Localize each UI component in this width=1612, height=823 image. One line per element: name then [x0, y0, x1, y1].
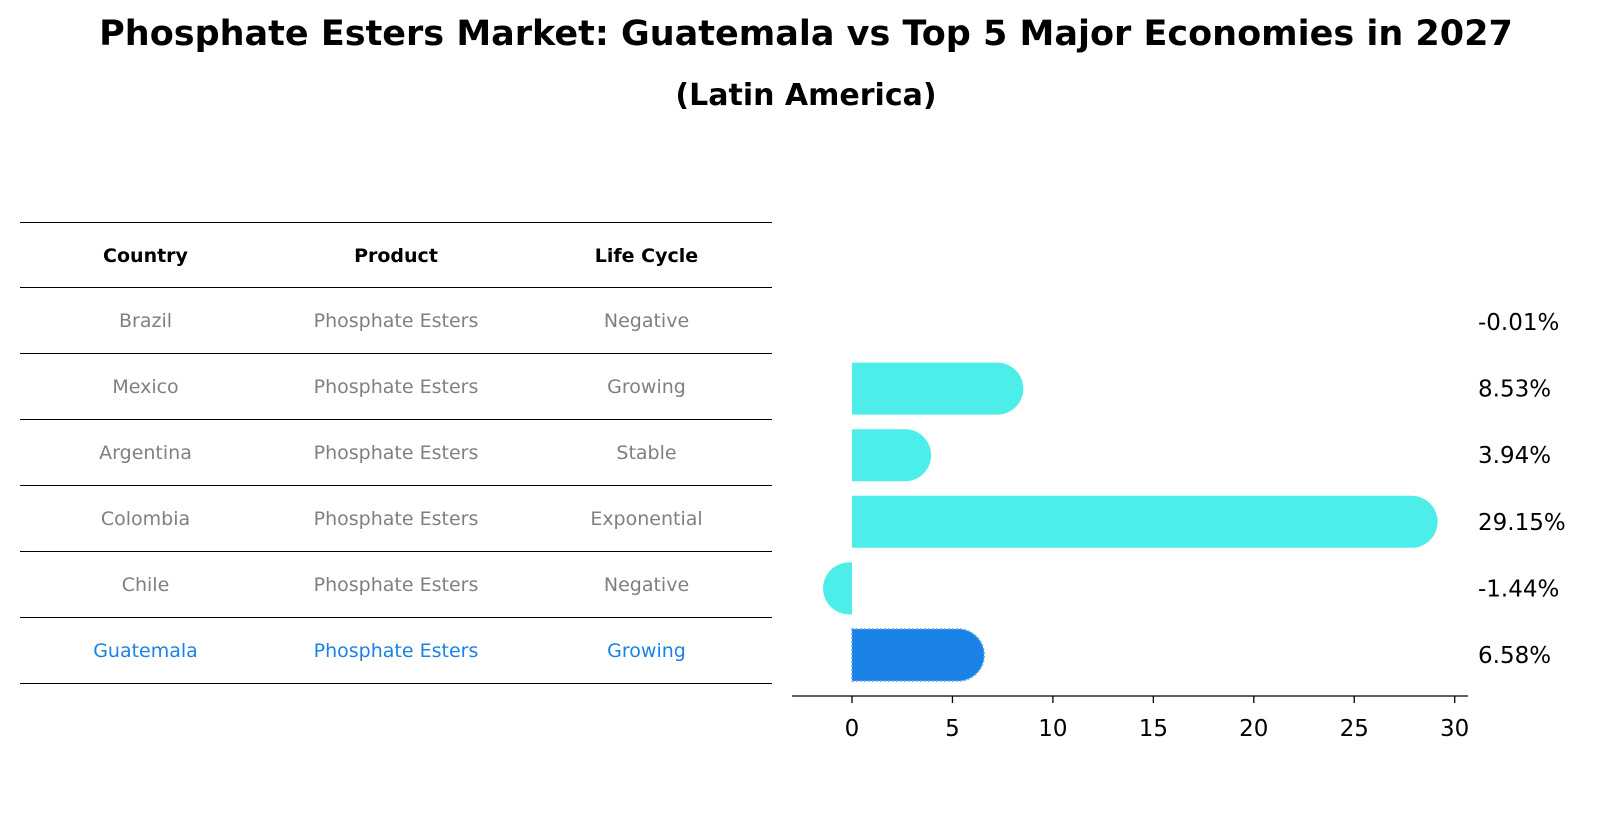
table-row: Colombia Phosphate Esters Exponential	[20, 486, 772, 552]
x-tick-label: 10	[1038, 716, 1067, 742]
cell-life-cycle: Growing	[607, 376, 686, 398]
table-row: Chile Phosphate Esters Negative	[20, 552, 772, 618]
header-country: Country	[103, 245, 188, 267]
country-table: Country Product Life Cycle Brazil Phosph…	[20, 222, 772, 684]
cell-product: Phosphate Esters	[313, 442, 479, 464]
x-tick-label: 15	[1139, 716, 1168, 742]
cell-country: Brazil	[118, 310, 173, 332]
cell-product: Phosphate Esters	[313, 310, 479, 332]
cell-product: Phosphate Esters	[313, 640, 479, 662]
cell-country: Chile	[121, 574, 170, 596]
cell-life-cycle: Stable	[616, 442, 677, 464]
cell-life-cycle: Negative	[603, 310, 690, 332]
x-tick-label: 0	[845, 716, 860, 742]
table-header-row: Country Product Life Cycle	[20, 222, 772, 288]
cell-product: Phosphate Esters	[313, 508, 479, 530]
x-tick-label: 25	[1340, 716, 1369, 742]
cell-life-cycle: Negative	[603, 574, 690, 596]
header-product: Product	[354, 245, 438, 267]
table-row: Argentina Phosphate Esters Stable	[20, 420, 772, 486]
x-tick-label: 5	[945, 716, 960, 742]
cell-country: Guatemala	[93, 640, 198, 662]
value-label: 8.53%	[1478, 377, 1551, 403]
value-label: 3.94%	[1478, 443, 1551, 469]
cell-product: Phosphate Esters	[313, 574, 479, 596]
chart-title: Phosphate Esters Market: Guatemala vs To…	[99, 14, 1513, 54]
cell-country: Colombia	[100, 508, 191, 530]
table-row: Mexico Phosphate Esters Growing	[20, 354, 772, 420]
value-label: 29.15%	[1478, 510, 1566, 536]
header-life-cycle: Life Cycle	[594, 245, 699, 267]
table-row-highlight: Guatemala Phosphate Esters Growing	[20, 618, 772, 684]
cell-country: Argentina	[99, 442, 192, 464]
x-tick-label: 30	[1440, 716, 1469, 742]
value-label: -0.01%	[1478, 310, 1559, 336]
chart-subtitle: (Latin America)	[675, 78, 937, 113]
table-row: Brazil Phosphate Esters Negative	[20, 288, 772, 354]
value-label: 6.58%	[1478, 643, 1551, 669]
cell-life-cycle: Exponential	[590, 508, 703, 530]
cell-product: Phosphate Esters	[313, 376, 479, 398]
bar	[823, 562, 852, 615]
bar-highlight	[851, 628, 985, 682]
bar	[852, 495, 1438, 548]
cell-life-cycle: Growing	[607, 640, 686, 662]
x-tick-label: 20	[1239, 716, 1268, 742]
cell-country: Mexico	[112, 376, 179, 398]
bar	[852, 362, 1024, 415]
bar	[852, 429, 932, 482]
value-label: -1.44%	[1478, 576, 1559, 602]
